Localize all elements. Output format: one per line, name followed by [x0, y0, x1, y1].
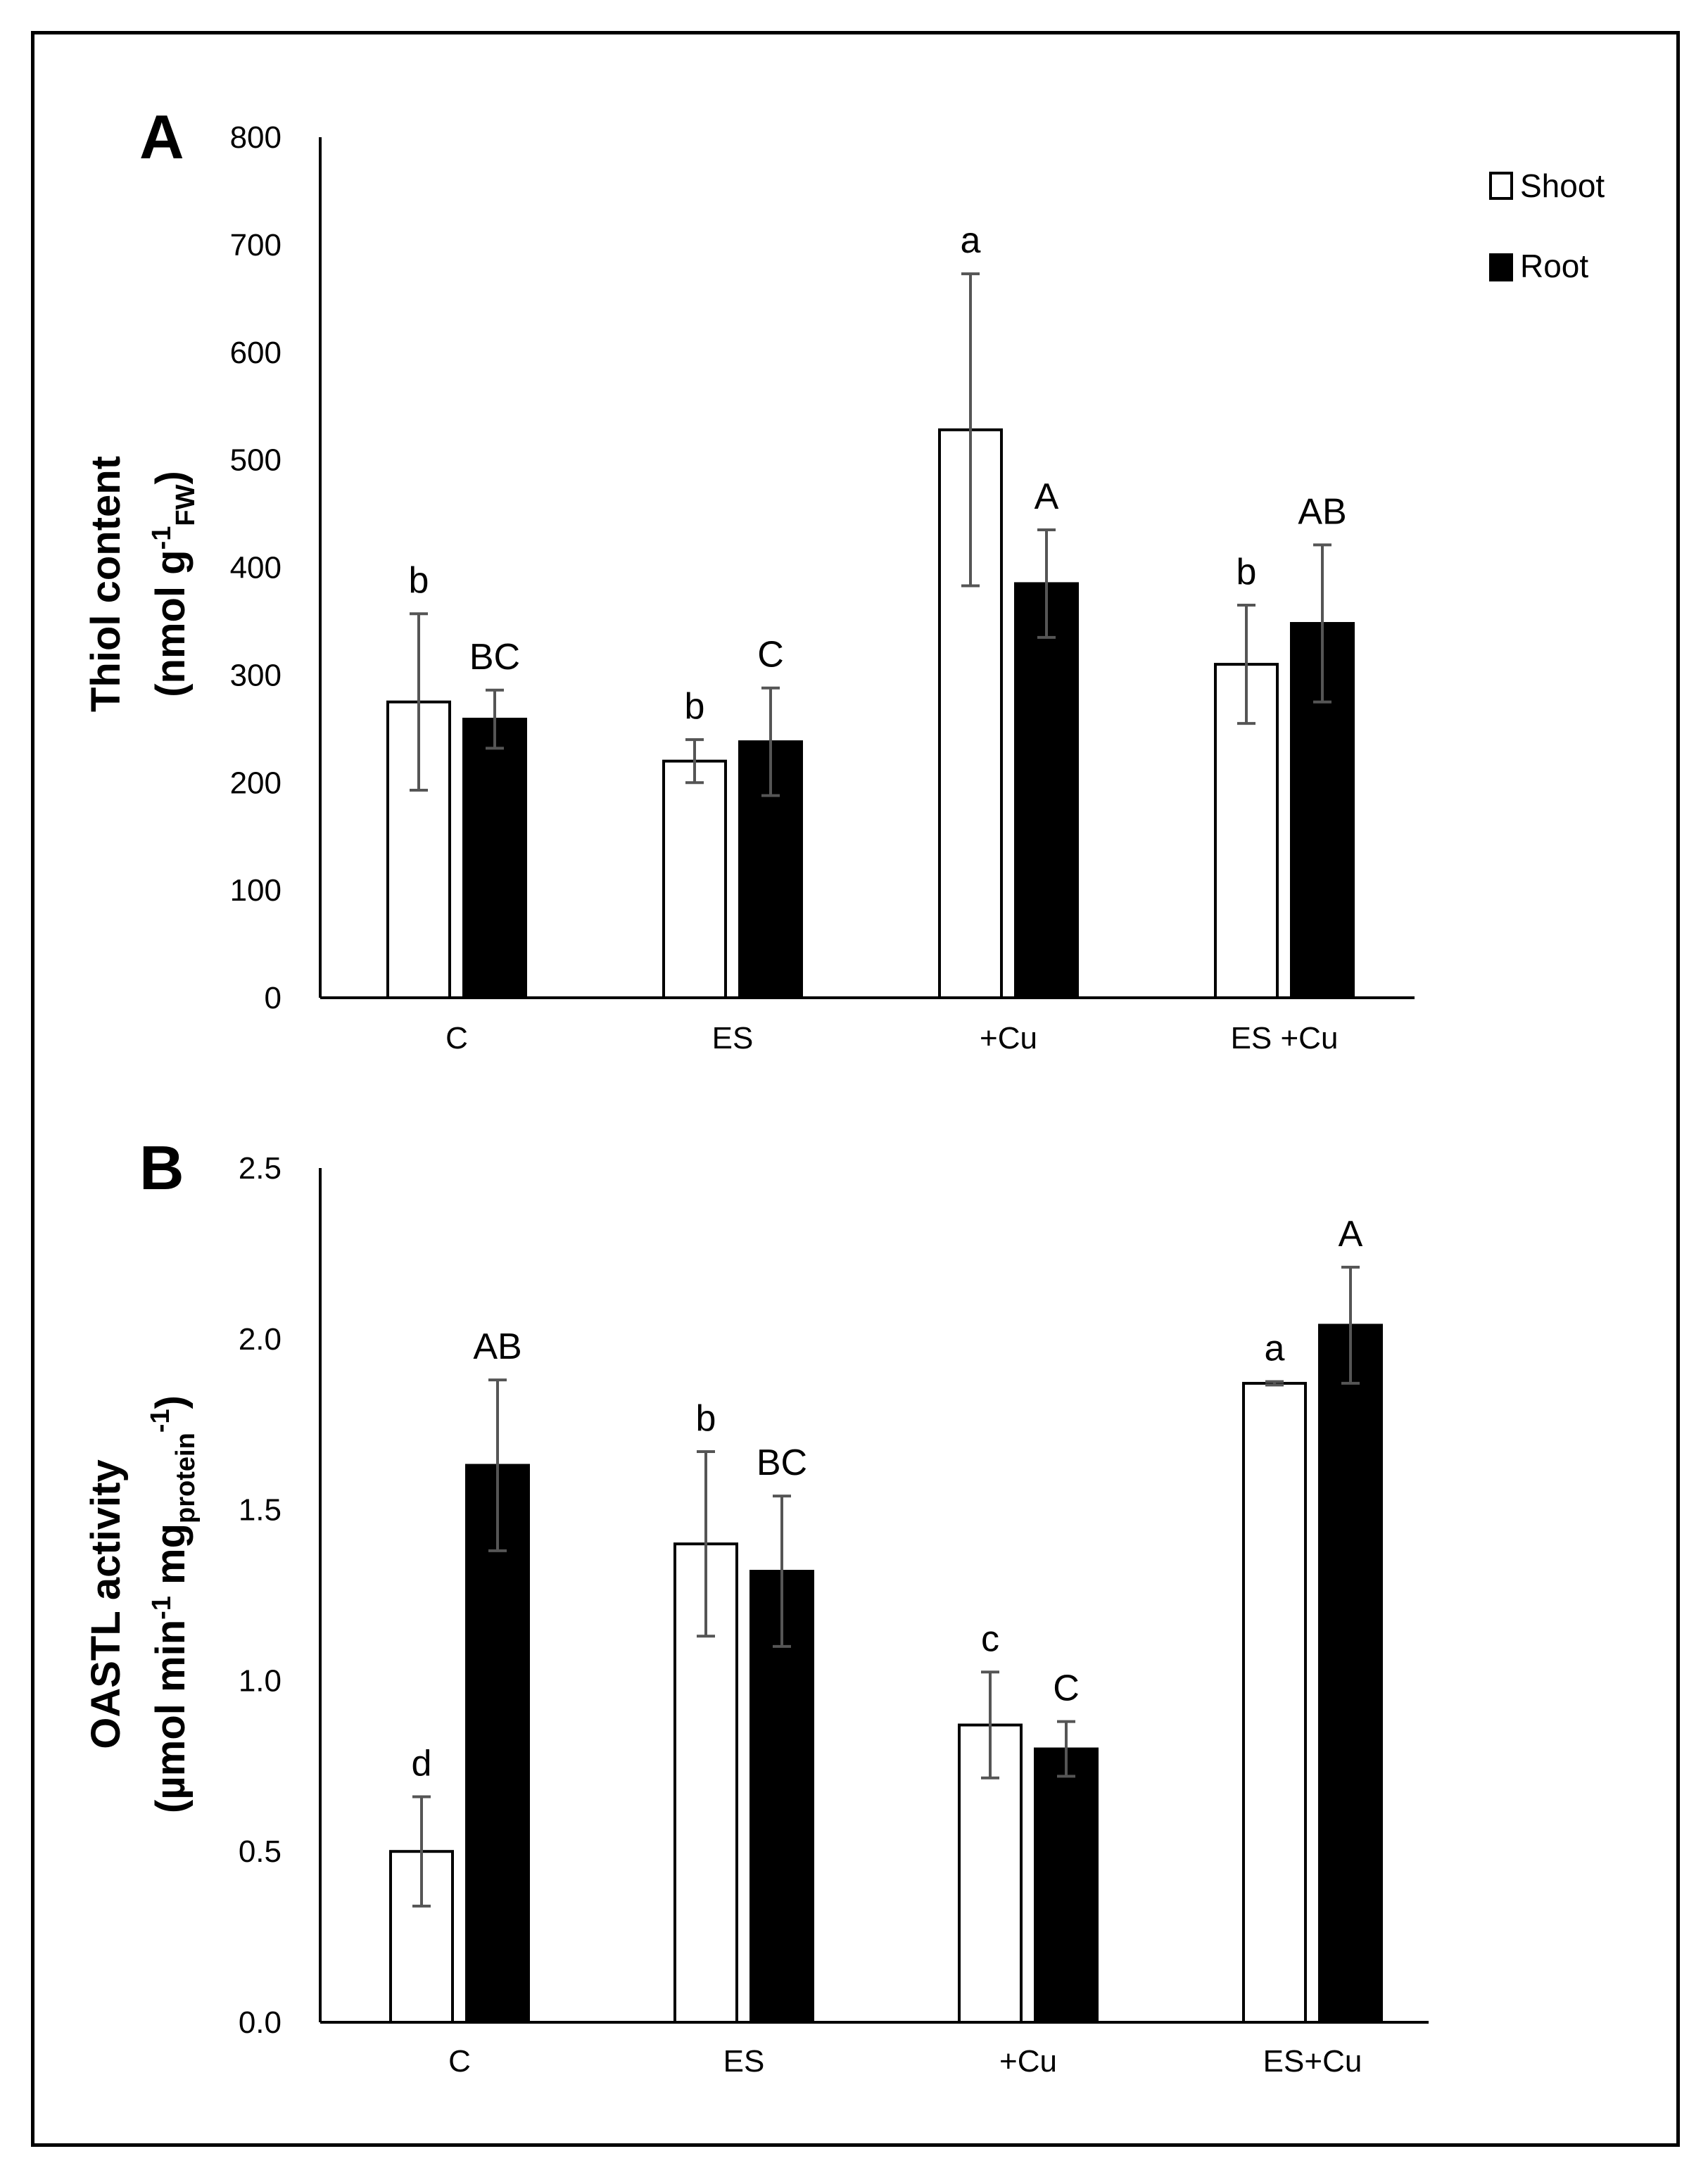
y-tick-label: 100 [230, 873, 281, 908]
ylabel-b-sup1: -1 [147, 1596, 177, 1620]
y-axis-label-b-line2: (µmol min-1 mgprotein-1) [146, 1395, 201, 1813]
ylabel-a-sub: FW [171, 484, 201, 526]
legend-label-shoot: Shoot [1520, 167, 1605, 204]
significance-letter: d [412, 1744, 432, 1784]
y-tick-label: 0.0 [239, 2005, 281, 2040]
y-tick-label: 1.0 [239, 1663, 281, 1698]
y-tick-label: 300 [230, 658, 281, 692]
significance-letter: b [409, 560, 429, 601]
significance-letter: b [696, 1398, 716, 1439]
ylabel-b-sup2: -1 [146, 1409, 175, 1433]
bars-a: b BC b Ca Ab AB [386, 220, 1355, 1000]
x-category-label: ES [723, 2044, 765, 2079]
x-category-label: ES [712, 1021, 754, 1055]
significance-letter: b [1236, 552, 1257, 592]
ylabel-b-post: ) [148, 1395, 194, 1409]
significance-letter: C [757, 635, 784, 675]
y-tick-label: 1.5 [239, 1493, 281, 1528]
y-axis-label-a-line1: Thiol content [83, 456, 129, 712]
significance-letter: AB [1298, 491, 1346, 532]
significance-letter: A [1035, 476, 1059, 517]
legend-label-root: Root [1520, 248, 1588, 284]
y-ticks-b: 0.0 0.5 1.0 1.5 2.0 2.5 [239, 1151, 281, 2040]
significance-letter: a [961, 220, 981, 261]
ylabel-a-pre: (nmol g [148, 550, 194, 697]
legend-swatch-shoot [1489, 172, 1513, 200]
significance-letter: BC [757, 1442, 807, 1483]
bar-root [462, 718, 527, 1000]
y-tick-label: 200 [230, 766, 281, 800]
y-tick-label: 700 [230, 228, 281, 262]
figure-border [31, 31, 1680, 2147]
y-tick-label: 2.5 [239, 1151, 281, 1186]
bar-root [1034, 1747, 1099, 2024]
bar-shoot [1242, 1381, 1307, 2024]
panel-b: B OASTL activity (µmol min-1 mgprotein-1… [83, 1133, 1429, 2079]
y-tick-label: 0.5 [239, 1834, 281, 1869]
significance-letter: BC [469, 637, 520, 678]
bar-root [1014, 582, 1079, 999]
ylabel-a-post: ) [148, 471, 194, 484]
y-axis-label-a: Thiol content (nmol g-1FW) [83, 456, 201, 712]
x-category-label: C [448, 2044, 471, 2079]
x-category-label: ES+Cu [1263, 2044, 1362, 2079]
y-tick-label: 600 [230, 336, 281, 370]
ylabel-a-sup: -1 [147, 526, 177, 550]
ylabel-b-mid: mg [148, 1523, 194, 1596]
panel-a: A Thiol content (nmol g-1FW) 0 100 200 300 4… [83, 102, 1605, 1055]
x-category-label: ES +Cu [1231, 1021, 1339, 1055]
y-ticks-a: 0 100 200 300 400 500 600 700 800 [230, 120, 281, 1015]
y-axis-label-b-line1: OASTL activity [83, 1459, 129, 1749]
legend-swatch-root [1489, 253, 1513, 281]
y-tick-label: 2.0 [239, 1322, 281, 1357]
significance-letter: c [981, 1618, 999, 1659]
x-categories-a: C ES +Cu ES +Cu [445, 1021, 1338, 1055]
significance-letter: AB [473, 1326, 521, 1367]
y-tick-label: 0 [265, 981, 281, 1015]
significance-letter: C [1053, 1668, 1080, 1709]
y-axis-label-a-line2: (nmol g-1FW) [147, 471, 201, 697]
y-tick-label: 400 [230, 551, 281, 585]
y-tick-label: 800 [230, 120, 281, 155]
panel-letter-b: B [139, 1133, 184, 1203]
legend: Shoot Root [1489, 167, 1605, 284]
ylabel-b-pre: (µmol min [148, 1620, 194, 1813]
y-tick-label: 500 [230, 443, 281, 478]
significance-letter: b [685, 686, 705, 727]
ylabel-b-sub: protein [171, 1433, 201, 1523]
bars-b: d AB b BC c Ca A [389, 1214, 1383, 2024]
significance-letter: A [1339, 1214, 1363, 1255]
bar-root [1318, 1324, 1383, 2024]
y-axis-label-b: OASTL activity (µmol min-1 mgprotein-1) [83, 1395, 201, 1813]
x-category-label: +Cu [980, 1021, 1037, 1055]
x-categories-b: C ES +Cu ES+Cu [448, 2044, 1362, 2079]
bar-shoot [389, 1850, 454, 2024]
x-category-label: +Cu [999, 2044, 1057, 2079]
significance-letter: a [1265, 1328, 1285, 1369]
panel-letter-a: A [139, 102, 184, 172]
bar-shoot [662, 759, 727, 1000]
x-category-label: C [445, 1021, 468, 1055]
